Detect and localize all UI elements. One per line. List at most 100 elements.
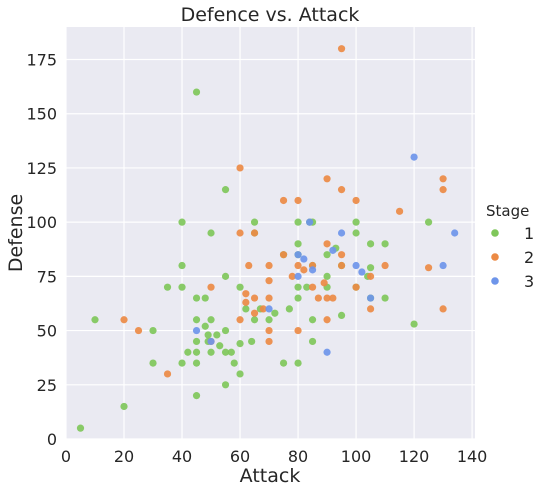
y-tick-label: 50: [37, 322, 57, 341]
data-point-stage-2: [288, 272, 296, 280]
data-point-stage-1: [250, 218, 259, 226]
data-point-stage-2: [366, 272, 375, 280]
data-point-stage-1: [352, 229, 360, 237]
x-tick-label: 120: [399, 447, 430, 466]
data-point-stage-1: [201, 322, 209, 330]
data-point-stage-2: [395, 207, 404, 215]
x-tick-label: 60: [230, 447, 250, 466]
data-point-stage-1: [294, 283, 302, 291]
data-point-stage-1: [323, 251, 331, 259]
data-point-stage-1: [250, 316, 259, 324]
data-point-stage-1: [424, 218, 433, 226]
data-point-stage-2: [265, 294, 273, 302]
y-tick-label: 125: [26, 159, 57, 178]
data-point-stage-3: [300, 255, 308, 263]
data-point-stage-1: [352, 218, 360, 226]
data-point-stage-1: [323, 272, 331, 280]
data-point-stage-1: [248, 337, 256, 346]
data-point-stage-1: [192, 348, 201, 356]
data-point-stage-1: [192, 88, 201, 96]
data-point-stage-2: [163, 370, 172, 378]
data-point-stage-3: [358, 268, 366, 276]
data-point-stage-1: [279, 359, 288, 367]
data-point-stage-1: [192, 294, 201, 302]
data-point-stage-1: [236, 283, 244, 291]
data-point-stage-2: [337, 186, 346, 194]
data-point-stage-3: [265, 305, 273, 313]
y-tick-labels: 0 25 50 75 100 125 150 175: [26, 51, 57, 449]
data-point-stage-2: [323, 294, 331, 302]
data-point-stage-2: [314, 294, 322, 302]
x-tick-labels: 0 20 40 60 80 100 120 140: [61, 447, 487, 466]
x-tick-label: 100: [341, 447, 372, 466]
data-point-stage-1: [308, 337, 317, 346]
data-point-stage-1: [230, 359, 238, 367]
data-point-stage-2: [424, 264, 433, 272]
data-point-stage-2: [320, 279, 328, 287]
data-point-stage-1: [213, 331, 221, 339]
data-point-stage-1: [366, 264, 375, 272]
data-point-stage-1: [294, 294, 302, 302]
data-point-stage-3: [207, 337, 215, 346]
data-point-stage-2: [236, 229, 244, 237]
chart-title: Defence vs. Attack: [181, 4, 360, 26]
data-point-stage-2: [279, 196, 288, 205]
data-point-stage-1: [192, 337, 201, 346]
data-point-stage-1: [227, 348, 235, 356]
data-point-stage-2: [329, 294, 337, 302]
data-point-stage-2: [236, 164, 244, 172]
data-point-stage-2: [439, 175, 447, 183]
data-point-stage-1: [221, 381, 230, 389]
data-point-stage-2: [250, 229, 259, 237]
data-point-stage-3: [306, 218, 314, 226]
legend-label-stage-3: 3: [524, 272, 534, 291]
data-point-stage-2: [242, 298, 250, 306]
legend-marker-stage-2: [491, 253, 499, 261]
data-point-stage-1: [221, 272, 230, 280]
x-axis-title: Attack: [240, 465, 301, 487]
data-point-stage-2: [265, 326, 273, 335]
data-point-stage-1: [265, 316, 273, 324]
data-point-stage-1: [303, 283, 311, 291]
x-tick-label: 140: [457, 447, 488, 466]
data-point-stage-1: [192, 316, 201, 324]
data-point-stage-1: [221, 186, 230, 194]
data-point-stage-1: [236, 370, 244, 378]
data-point-stage-2: [337, 45, 346, 53]
data-point-stage-1: [381, 240, 389, 248]
x-tick-label: 40: [172, 447, 192, 466]
data-point-stage-2: [236, 316, 244, 324]
data-point-stage-2: [242, 290, 250, 298]
data-point-stage-1: [192, 359, 201, 367]
data-point-stage-1: [271, 309, 279, 317]
data-point-stage-2: [294, 261, 302, 270]
data-point-stage-2: [294, 326, 302, 335]
data-point-stage-1: [178, 261, 186, 270]
data-point-stage-1: [308, 316, 317, 324]
y-tick-label: 25: [37, 376, 57, 395]
data-point-stage-1: [204, 331, 212, 339]
data-point-stage-2: [439, 305, 447, 313]
data-point-stage-1: [294, 240, 302, 248]
legend-title: Stage: [486, 202, 529, 220]
legend-label-stage-1: 1: [524, 224, 534, 243]
data-point-stage-2: [323, 175, 331, 183]
legend-marker-stage-3: [491, 277, 499, 285]
data-point-stage-2: [265, 337, 273, 346]
y-tick-label: 175: [26, 51, 57, 70]
data-point-stage-1: [366, 240, 375, 248]
data-point-stage-1: [207, 348, 215, 356]
data-point-stage-3: [192, 326, 201, 335]
data-point-stage-1: [91, 316, 99, 324]
data-point-stage-2: [245, 261, 253, 270]
data-point-stage-3: [366, 294, 375, 302]
data-point-stage-3: [410, 153, 418, 161]
y-axis-title: Defense: [5, 194, 27, 272]
data-point-stage-2: [120, 316, 128, 324]
data-point-stage-1: [285, 305, 293, 313]
data-point-stage-1: [178, 218, 186, 226]
data-point-stage-2: [294, 196, 302, 205]
data-point-stage-2: [250, 294, 259, 302]
data-point-stage-2: [207, 283, 215, 291]
